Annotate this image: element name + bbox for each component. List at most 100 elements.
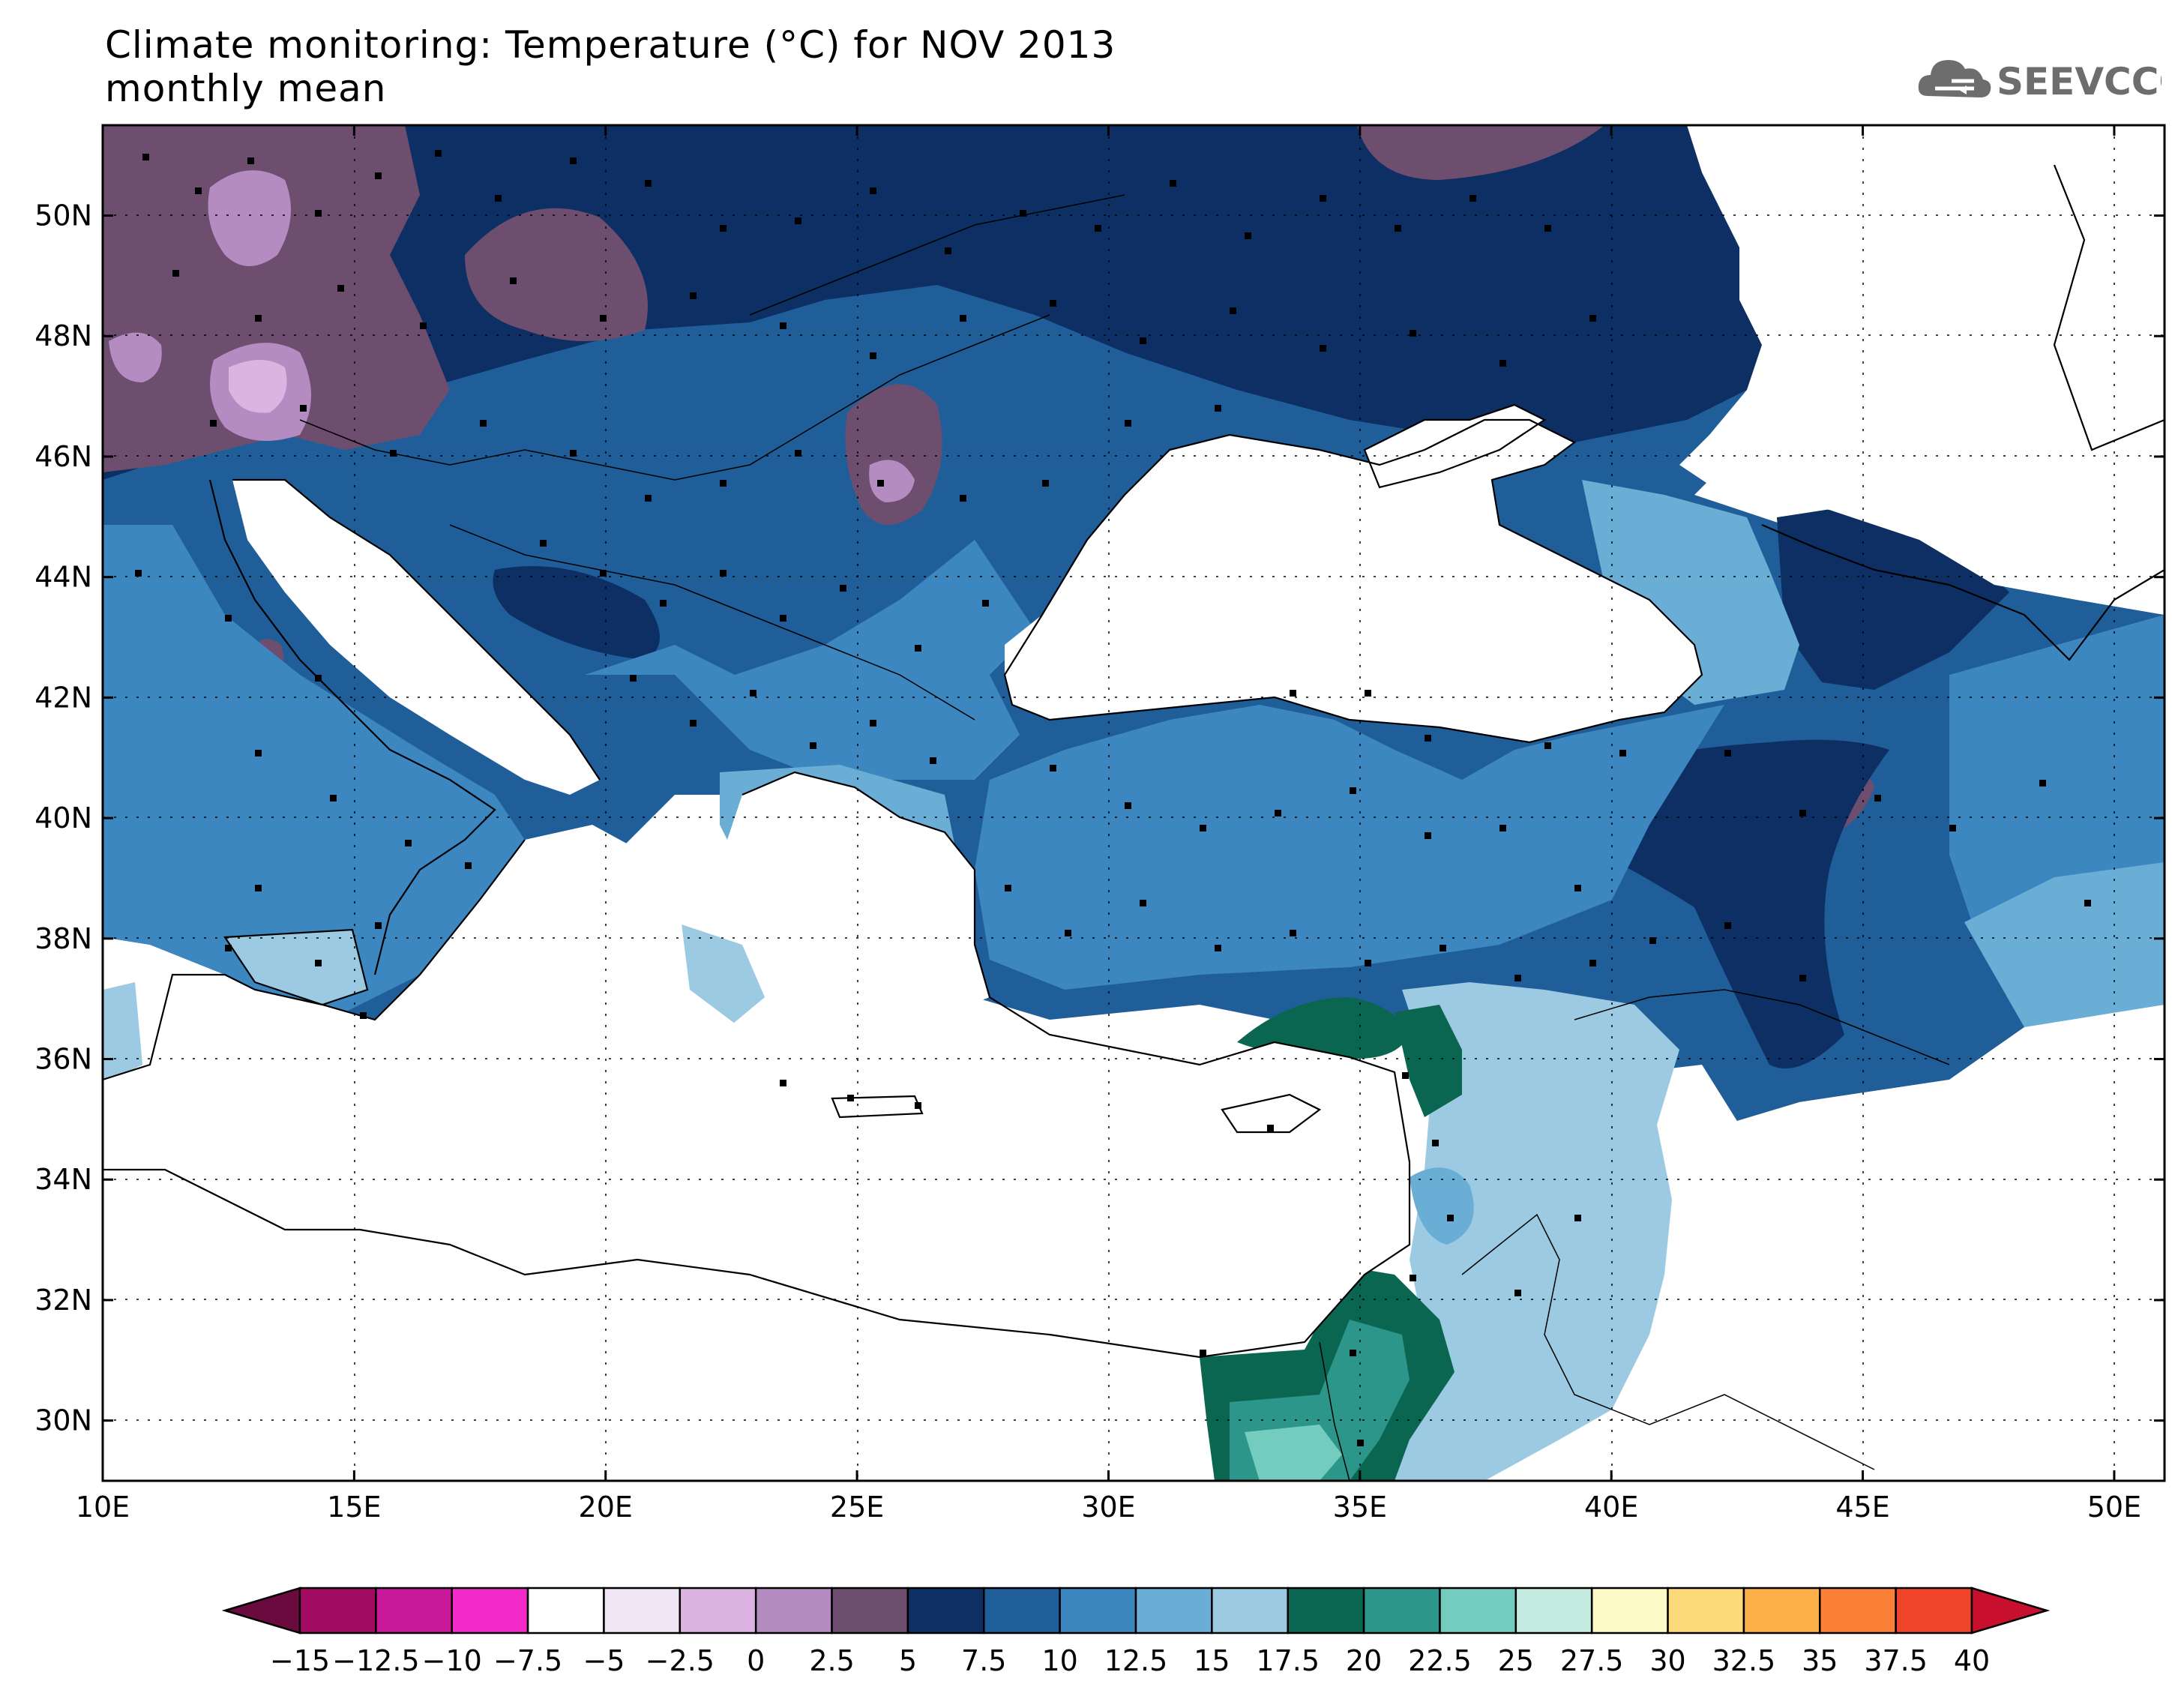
colorbar-swatch	[1742, 1587, 1821, 1635]
map-frame	[101, 124, 2166, 1482]
lon-label: 15E	[327, 1491, 381, 1524]
lon-label: 25E	[830, 1491, 884, 1524]
colorbar-max-arrow	[1970, 1587, 2051, 1635]
colorbar-label: 37.5	[1864, 1644, 1928, 1677]
colorbar-swatch	[1667, 1587, 1745, 1635]
colorbar-label: −12.5	[332, 1644, 419, 1677]
lat-label: 32N	[34, 1284, 92, 1317]
colorbar-swatch	[375, 1587, 453, 1635]
colorbar-label: −7.5	[493, 1644, 562, 1677]
lon-label: 50E	[2087, 1491, 2141, 1524]
adriatic-sea	[232, 480, 600, 795]
field-0	[229, 360, 287, 413]
colorbar-swatch	[451, 1587, 529, 1635]
longitude-axis: 10E 15E 20E 25E 30E 35E 40E 45E 50E	[76, 125, 2141, 1524]
lat-label: 46N	[34, 440, 92, 473]
lon-label: 20E	[579, 1491, 633, 1524]
colorbar-swatch	[983, 1587, 1061, 1635]
field-5-nw	[103, 125, 450, 472]
field-7-5-balkans	[493, 566, 660, 660]
colorbar-swatch	[1590, 1587, 1669, 1635]
colorbar-label: 40	[1954, 1644, 1990, 1677]
colorbar-swatch	[754, 1587, 833, 1635]
lat-label: 40N	[34, 802, 92, 835]
colorbar-label: −5	[583, 1644, 625, 1677]
crimea	[1365, 405, 1544, 487]
lon-label: 30E	[1081, 1491, 1135, 1524]
coastlines	[103, 164, 2165, 1359]
grid-lines	[103, 125, 2165, 1481]
black-sea	[1005, 420, 1702, 742]
colorbar-label: 22.5	[1408, 1644, 1472, 1677]
colorbar-label: 10	[1041, 1644, 1077, 1677]
colorbar-label: 15	[1194, 1644, 1230, 1677]
colorbar-swatch	[1287, 1587, 1365, 1635]
colorbar-swatch	[1211, 1587, 1289, 1635]
colorbar-label: 30	[1649, 1644, 1685, 1677]
colorbar-legend: −15 −12.5 −10 −7.5 −5 −2.5 0 2.5 5 7.5 10 12.5 15 17.…	[221, 1587, 2051, 1677]
colorbar-swatch	[1362, 1587, 1441, 1635]
colorbar-label: 0	[747, 1644, 765, 1677]
latitude-axis: 50N 48N 46N 44N 42N 40N 38N 36N 34N 32N 30N	[34, 199, 2165, 1437]
colorbar-swatch	[1059, 1587, 1137, 1635]
field-17-5-sicily	[225, 930, 367, 1005]
aegean-sea	[727, 772, 990, 1020]
lon-label: 45E	[1835, 1491, 1889, 1524]
colorbar-label: 5	[899, 1644, 917, 1677]
colorbar-min-arrow	[221, 1587, 301, 1635]
colorbar-swatch	[1134, 1587, 1213, 1635]
field-12-5-west	[103, 525, 525, 1035]
colorbar-swatch	[526, 1587, 605, 1635]
lon-label: 40E	[1584, 1491, 1638, 1524]
map-title: Climate monitoring: Temperature (°C) for…	[105, 23, 1116, 67]
lon-label: 35E	[1333, 1491, 1387, 1524]
colorbar-label: 7.5	[961, 1644, 1006, 1677]
lat-label: 48N	[34, 319, 92, 352]
lat-label: 36N	[34, 1043, 92, 1076]
lat-label: 30N	[34, 1404, 92, 1437]
colorbar-label: −2.5	[646, 1644, 715, 1677]
lat-label: 44N	[34, 561, 92, 594]
cloud-icon	[1918, 60, 1991, 97]
colorbar-swatch	[679, 1587, 757, 1635]
colorbar-label: 32.5	[1712, 1644, 1776, 1677]
colorbar-swatch	[1819, 1587, 1897, 1635]
field-12-5-balkans	[585, 540, 1035, 780]
colorbar-label: −15	[270, 1644, 330, 1677]
field-5-balkans	[845, 384, 942, 525]
colorbar-label: 27.5	[1560, 1644, 1624, 1677]
field-2-5-c	[109, 332, 162, 382]
colorbar-label: 20	[1346, 1644, 1382, 1677]
field-2-5-a	[208, 170, 291, 266]
colorbar-swatch	[831, 1587, 909, 1635]
logo-text: SEEVCCC	[1997, 60, 2162, 103]
field-20-levant-coast	[1395, 1005, 1462, 1117]
field-5-north	[465, 208, 648, 341]
colorbar-label: 17.5	[1256, 1644, 1320, 1677]
colorbar-label: 25	[1498, 1644, 1534, 1677]
map-subtitle: monthly mean	[105, 67, 387, 110]
colorbar-swatch	[1514, 1587, 1593, 1635]
temperature-field	[103, 125, 2165, 1481]
lat-label: 38N	[34, 922, 92, 955]
lat-label: 42N	[34, 681, 92, 714]
seevccc-logo: SEEVCCC	[1918, 60, 2162, 103]
mediterranean-sea	[103, 825, 1410, 1481]
field-12-5-anatolia	[975, 705, 1724, 990]
colorbar-swatch	[906, 1587, 985, 1635]
lat-label: 34N	[34, 1163, 92, 1196]
field-25	[1245, 1425, 1342, 1481]
colorbar-swatch	[1439, 1587, 1517, 1635]
lat-label: 50N	[34, 199, 92, 232]
colorbar-label: 12.5	[1104, 1644, 1168, 1677]
borders	[299, 194, 1950, 1481]
field-17-5-greece	[675, 922, 765, 1035]
field-15-levant	[1410, 1167, 1474, 1245]
field-17-5-levant	[1380, 982, 1679, 1481]
no-data-northeast	[1679, 125, 2165, 615]
field-5-ne	[1357, 125, 1604, 180]
colorbar-label: 35	[1802, 1644, 1838, 1677]
colorbar-swatch	[603, 1587, 682, 1635]
colorbar-label: −10	[422, 1644, 482, 1677]
